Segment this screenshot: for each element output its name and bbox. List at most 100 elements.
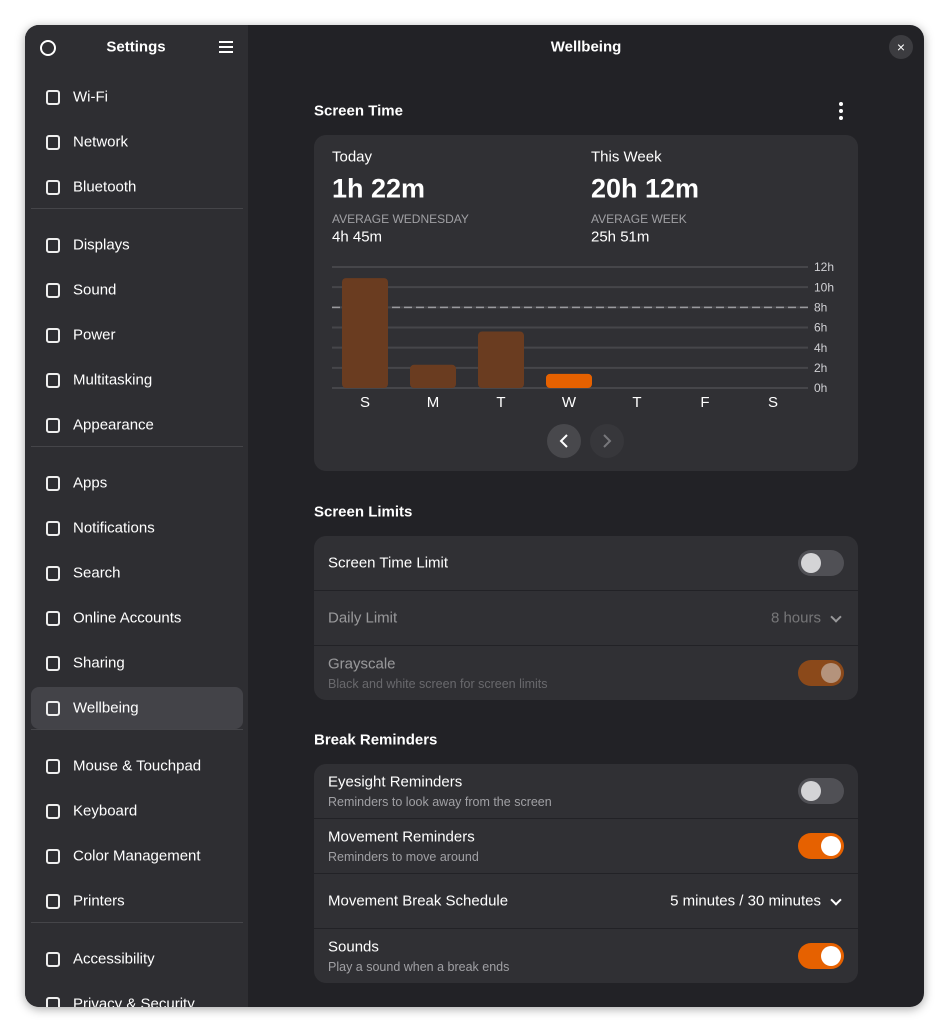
next-week-button[interactable] [590,424,624,458]
bar [410,364,456,388]
section-title: Break Reminders [314,731,438,749]
x-tick-label: S [768,394,778,411]
row-title: Screen Time Limit [328,554,449,572]
dropdown-value[interactable]: 5 minutes / 30 minutes [670,892,821,910]
x-tick-label: T [496,394,505,411]
row-title: Sounds [328,938,379,956]
item-icon [46,90,60,105]
card [314,536,858,700]
separator [31,446,243,447]
switch-knob [821,663,841,683]
row-separator [314,645,858,646]
sidebar-item[interactable]: Displays [73,236,130,254]
stat-average-label: AVERAGE WEDNESDAY [332,212,469,226]
bar [342,278,388,388]
sidebar-item[interactable]: Appearance [73,416,154,434]
sidebar-item[interactable]: Keyboard [73,802,138,820]
close-button[interactable]: × [889,35,913,59]
item-icon [46,611,60,626]
sidebar-item[interactable]: Power [73,326,116,344]
stat-average: 25h 51m [591,228,650,246]
row-title: Movement Reminders [328,828,475,846]
separator [31,729,243,730]
settings-window: Settings Wi-Fi Network Bluetooth Displays Sou… [25,25,924,1007]
sidebar-item[interactable]: Bluetooth [73,178,137,196]
row-title: Daily Limit [328,609,398,627]
sidebar-item[interactable]: Color Management [73,847,201,865]
item-icon [46,952,60,967]
previous-icon [559,434,568,448]
dropdown-value[interactable]: 8 hours [770,609,821,627]
item-icon [46,521,60,536]
stat-average-label: AVERAGE WEEK [591,212,687,226]
sidebar-item[interactable]: Wi-Fi [73,88,108,106]
kebab-dot[interactable] [839,109,843,113]
sidebar-item[interactable]: Wellbeing [73,699,139,717]
sidebar-item[interactable]: Apps [73,474,108,492]
sidebar-item[interactable]: Sharing [73,654,125,672]
stat-value: 20h 12m [591,173,700,204]
y-tick-label: 12h [814,260,834,274]
row-subtitle: Reminders to move around [328,850,479,864]
section-title: Screen Time [314,102,403,120]
separator [31,208,243,209]
search-button[interactable] [40,40,56,56]
section-title: Screen Limits [314,503,413,521]
header-title: Wellbeing [550,38,622,56]
y-tick-label: 0h [814,381,827,395]
item-icon [46,849,60,864]
x-tick-label: T [632,394,641,411]
row-subtitle: Play a sound when a break ends [328,960,510,974]
item-icon [46,238,60,253]
sidebar-item[interactable]: Accessibility [73,950,155,968]
switch-knob [821,946,841,966]
x-tick-label: M [427,394,440,411]
item-icon [46,656,60,671]
sidebar-item[interactable]: Network [73,133,129,151]
switch-knob [801,781,821,801]
stat-value: 1h 22m [332,173,426,204]
sidebar-item[interactable]: Privacy & Security [73,995,195,1008]
x-tick-label: S [360,394,370,411]
bar [546,373,592,388]
item-icon [46,180,60,195]
selected-row [31,687,243,729]
stat-label: Today [332,148,373,166]
row-subtitle: Black and white screen for screen limits [328,677,548,691]
x-tick-label: W [562,394,577,411]
item-icon [46,418,60,433]
item-icon [46,135,60,150]
item-icon [46,804,60,819]
y-tick-label: 6h [814,321,827,335]
item-icon [46,894,60,909]
item-icon [46,328,60,343]
item-icon [46,373,60,388]
menu-line [219,46,233,48]
menu-button[interactable] [219,41,233,53]
sidebar [25,25,248,1007]
row-title: Eyesight Reminders [328,773,463,791]
previous-week-button[interactable] [547,424,581,458]
sidebar-item[interactable]: Online Accounts [73,609,182,627]
item-icon [46,566,60,581]
y-tick-label: 2h [814,361,827,375]
kebab-dot[interactable] [839,116,843,120]
row-title: Movement Break Schedule [328,892,509,910]
y-tick-label: 8h [814,301,827,315]
sidebar-item[interactable]: Mouse & Touchpad [73,757,202,775]
sidebar-item[interactable]: Sound [73,281,117,299]
item-icon [46,759,60,774]
sidebar-item[interactable]: Notifications [73,519,155,537]
sidebar-item[interactable]: Multitasking [73,371,153,389]
stat-label: This Week [591,148,662,166]
sidebar-item[interactable]: Search [73,564,121,582]
kebab-dot[interactable] [839,102,843,106]
y-tick-label: 4h [814,341,827,355]
row-separator [314,818,858,819]
separator [31,922,243,923]
sidebar-item[interactable]: Printers [73,892,125,910]
item-icon [46,476,60,491]
row-title: Grayscale [328,655,396,673]
stat-average: 4h 45m [332,228,383,246]
